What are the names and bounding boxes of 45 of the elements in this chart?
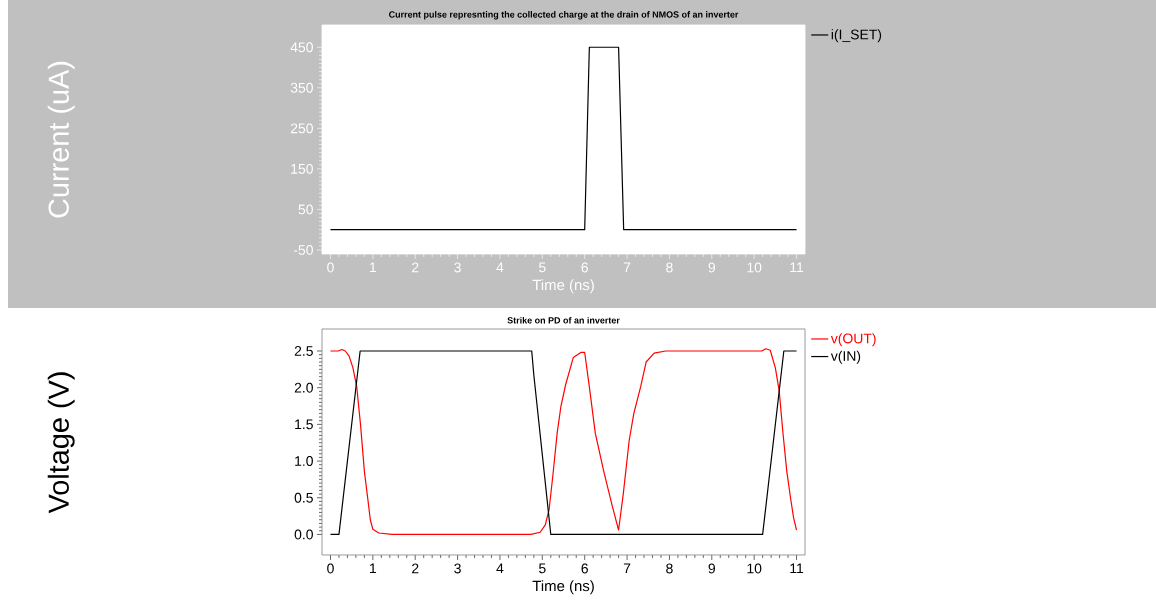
x-tick-label: 4 xyxy=(496,563,504,574)
y-tick-label: 350 xyxy=(290,82,313,93)
x-tick-label: 0 xyxy=(327,262,334,273)
x-tick-label: 10 xyxy=(747,563,762,574)
x-tick-label: 0 xyxy=(327,563,334,574)
y-axis-title: Current (uA) xyxy=(47,61,75,218)
legend-label: v(IN) xyxy=(830,350,861,364)
x-tick-label: 11 xyxy=(790,262,804,273)
legend-label: v(OUT) xyxy=(830,333,876,347)
x-axis-title: Time (ns) xyxy=(532,580,594,595)
y-tick-label: 0.5 xyxy=(294,492,313,503)
x-tick-label: 9 xyxy=(708,563,716,574)
legend-label: i(I_SET) xyxy=(831,29,882,43)
y-tick-label: -50 xyxy=(293,244,313,255)
x-tick-label: 1 xyxy=(370,262,377,273)
x-tick-label: 11 xyxy=(790,563,804,574)
x-tick-label: 5 xyxy=(539,262,546,273)
y-tick-label: 450 xyxy=(290,42,313,53)
x-tick-label: 6 xyxy=(581,563,588,574)
x-tick-label: 4 xyxy=(496,262,504,273)
y-tick-label: 1.5 xyxy=(295,419,313,430)
x-axis-title: Time (ns) xyxy=(532,279,594,294)
x-tick-label: 6 xyxy=(581,262,588,273)
x-tick-label: 9 xyxy=(708,262,716,273)
x-tick-label: 10 xyxy=(747,262,762,273)
x-tick-label: 2 xyxy=(412,563,419,574)
y-tick-label: 2.0 xyxy=(294,382,313,393)
x-tick-label: 7 xyxy=(623,262,631,273)
y-tick-label: 0.0 xyxy=(294,529,313,540)
y-tick-label: 2.5 xyxy=(294,346,313,356)
x-tick-label: 1 xyxy=(370,563,377,574)
x-tick-label: 3 xyxy=(454,262,461,273)
x-tick-label: 2 xyxy=(412,262,419,273)
y-tick-label: 250 xyxy=(290,123,313,134)
x-tick-label: 7 xyxy=(623,563,631,574)
x-tick-label: 3 xyxy=(454,563,461,574)
chart-title: Current pulse represnting the collected charge at the drain of NMOS of an inverter xyxy=(389,11,739,20)
y-axis-title: Voltage (V) xyxy=(47,372,75,514)
x-tick-label: 8 xyxy=(666,563,673,574)
chart-title: Strike on PD of an inverter xyxy=(507,316,620,324)
y-tick-label: 150 xyxy=(291,163,313,174)
x-tick-label: 8 xyxy=(666,262,673,273)
y-tick-label: 50 xyxy=(298,204,313,215)
y-tick-label: 1.0 xyxy=(295,456,313,467)
x-tick-label: 5 xyxy=(539,563,546,574)
